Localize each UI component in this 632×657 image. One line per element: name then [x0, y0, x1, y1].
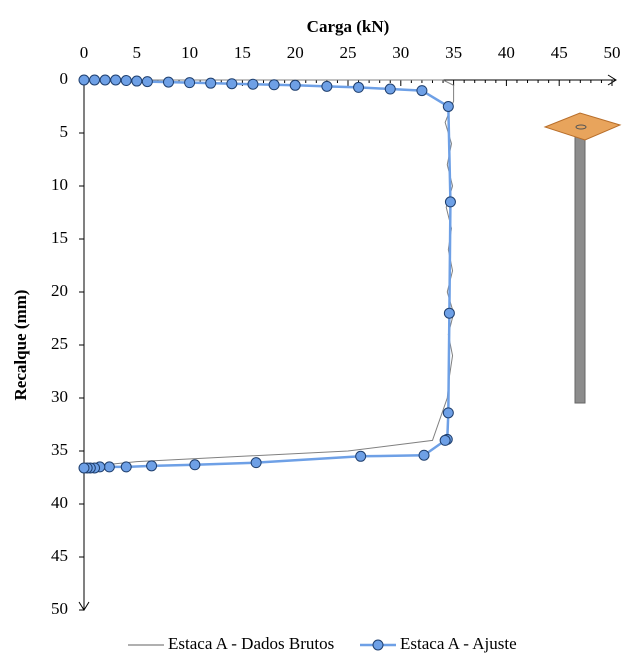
data-point — [141, 76, 153, 88]
data-point — [120, 75, 132, 87]
x-tick-label: 30 — [392, 43, 409, 62]
data-point — [226, 78, 238, 90]
data-point — [78, 462, 90, 474]
data-point — [321, 80, 333, 92]
y-tick-label: 40 — [51, 493, 68, 512]
x-axis-arrow — [607, 74, 617, 86]
x-tick-label: 45 — [551, 43, 568, 62]
x-tick-label: 0 — [80, 43, 89, 62]
data-point — [444, 196, 456, 208]
data-point — [110, 74, 122, 86]
y-tick-label: 10 — [51, 175, 68, 194]
y-tick-label: 35 — [51, 440, 68, 459]
data-point — [120, 461, 132, 473]
data-point — [443, 307, 455, 319]
pile-illustration — [543, 112, 622, 404]
y-tick-label: 45 — [51, 546, 68, 565]
data-point — [247, 78, 259, 90]
data-point — [146, 460, 158, 472]
x-tick-label: 35 — [445, 43, 462, 62]
y-tick-label: 5 — [60, 122, 69, 141]
data-point — [418, 449, 430, 461]
data-point — [384, 83, 396, 95]
x-tick-label: 15 — [234, 43, 251, 62]
data-point — [355, 450, 367, 462]
data-point — [99, 74, 111, 86]
y-tick-label: 15 — [51, 228, 68, 247]
y-tick-label: 30 — [51, 387, 68, 406]
legend-label: Estaca A - Dados Brutos — [168, 634, 334, 653]
x-tick-label: 50 — [604, 43, 621, 62]
data-point — [439, 434, 451, 446]
data-line — [84, 78, 452, 470]
data-point — [78, 74, 90, 86]
data-point — [184, 77, 196, 89]
y-tick-label: 0 — [60, 69, 69, 88]
data-point — [131, 75, 143, 87]
data-point — [442, 407, 454, 419]
y-tick-label: 50 — [51, 599, 68, 618]
x-tick-label: 25 — [340, 43, 357, 62]
data-point — [416, 85, 428, 97]
data-point — [205, 77, 217, 89]
y-tick-label: 25 — [51, 334, 68, 353]
data-point — [103, 461, 115, 473]
data-point — [189, 459, 201, 471]
legend-marker — [372, 639, 384, 651]
data-point — [442, 101, 454, 112]
data-point — [89, 74, 101, 86]
x-tick-label: 40 — [498, 43, 515, 62]
legend-label: Estaca A - Ajuste — [400, 634, 517, 653]
data-line — [83, 79, 455, 468]
data-point — [353, 81, 365, 93]
data-point — [289, 79, 301, 91]
x-tick-label: 20 — [287, 43, 304, 62]
data-point — [268, 79, 280, 91]
x-tick-label: 5 — [133, 43, 142, 62]
y-axis-title: Recalque (mm) — [11, 290, 30, 401]
y-tick-label: 20 — [51, 281, 68, 300]
data-point — [162, 76, 174, 88]
x-axis-title: Carga (kN) — [307, 17, 390, 36]
data-point — [250, 457, 262, 469]
x-tick-label: 10 — [181, 43, 198, 62]
